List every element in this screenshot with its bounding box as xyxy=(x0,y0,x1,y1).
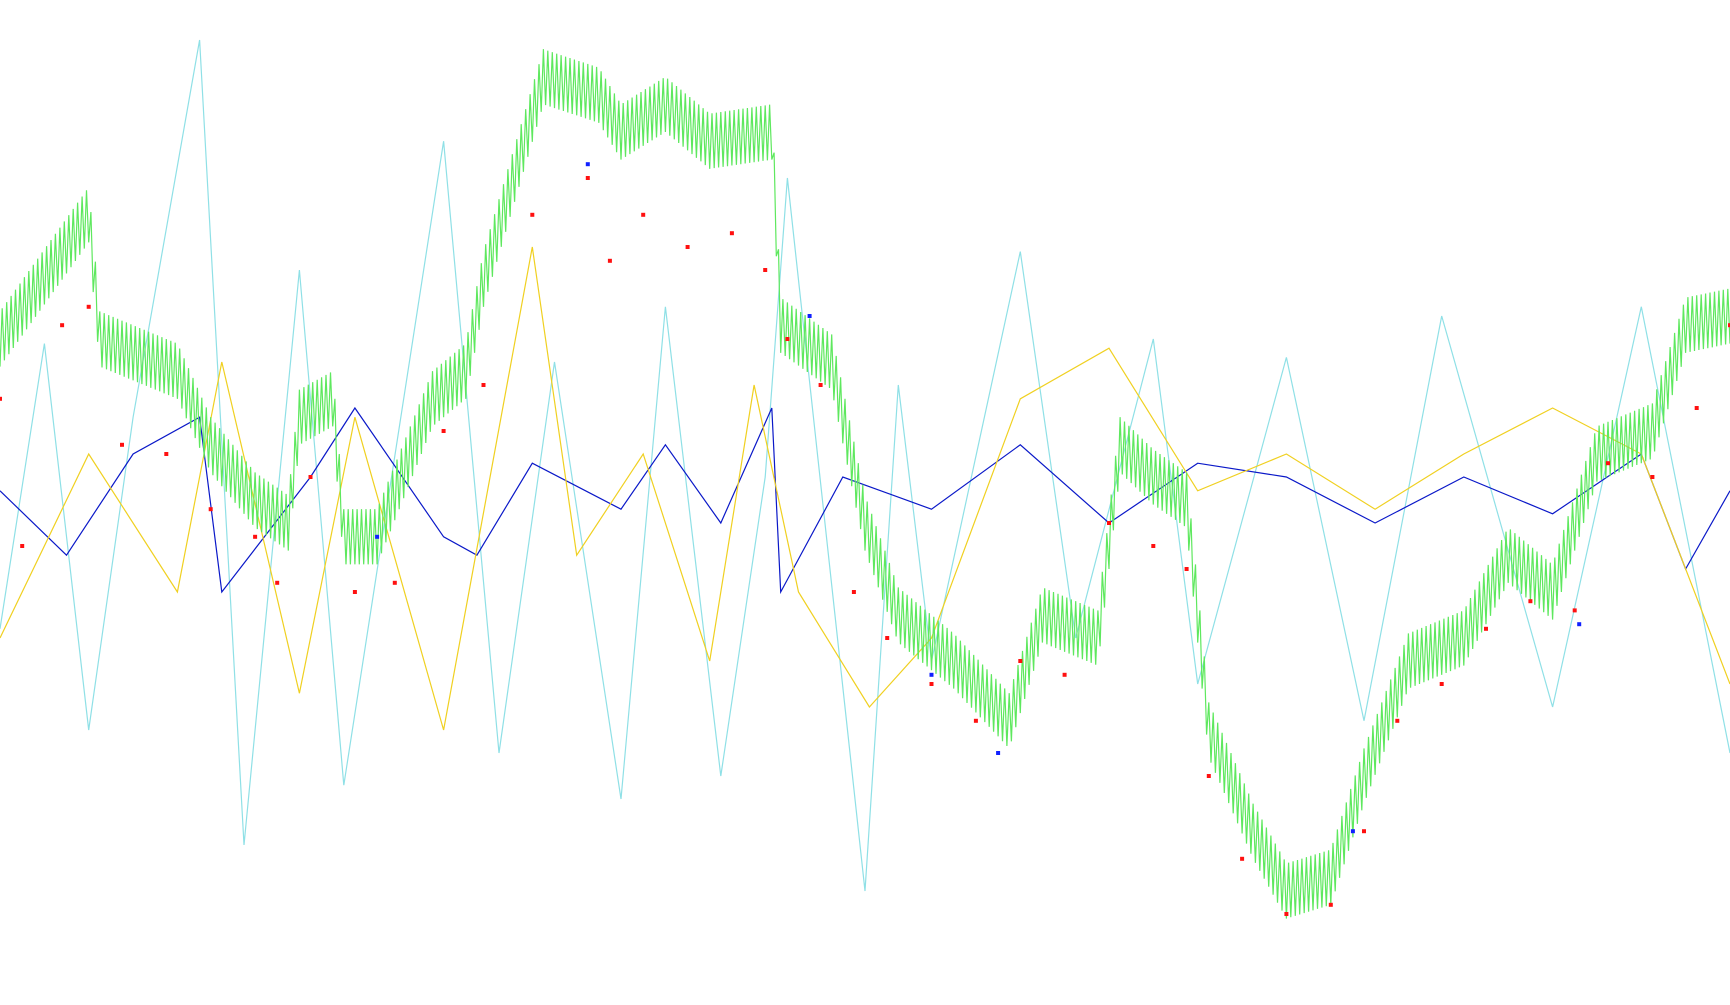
series-marker-4-15 xyxy=(585,176,590,180)
series-marker-4-14 xyxy=(530,212,535,217)
series-3 xyxy=(0,49,1730,919)
series-marker-4-37 xyxy=(1395,718,1400,723)
series-marker-4-21 xyxy=(785,337,790,341)
series-marker-4-10 xyxy=(352,590,357,594)
series-marker-4-4 xyxy=(120,442,124,447)
series-marker-4-41 xyxy=(1572,608,1577,613)
series-marker-4-42 xyxy=(1606,461,1610,466)
series-marker-4-29 xyxy=(1107,521,1111,525)
series-1 xyxy=(0,406,1730,595)
series-marker-4-16 xyxy=(607,258,612,263)
series-marker-4-24 xyxy=(885,636,890,640)
series-marker-4-23 xyxy=(851,590,856,594)
series-marker-4-34 xyxy=(1284,912,1289,916)
series-marker-4-13 xyxy=(481,383,486,387)
series-marker-4-43 xyxy=(1650,475,1655,479)
series-marker-4-36 xyxy=(1362,829,1366,834)
series-0 xyxy=(0,39,1730,892)
series-marker-5-1 xyxy=(585,162,590,167)
series-marker-4-3 xyxy=(86,304,91,309)
series-marker-4-19 xyxy=(729,231,734,236)
series-marker-4-18 xyxy=(685,245,690,249)
series-4 xyxy=(0,176,1730,916)
series-marker-4-9 xyxy=(308,475,313,479)
series-marker-4-6 xyxy=(208,507,213,512)
series-5 xyxy=(375,162,1582,834)
series-line-2 xyxy=(0,246,1730,731)
series-marker-5-6 xyxy=(1577,622,1582,627)
series-marker-4-12 xyxy=(441,429,446,433)
series-marker-5-0 xyxy=(375,534,380,539)
series-marker-4-8 xyxy=(275,580,280,585)
series-marker-4-26 xyxy=(973,718,978,723)
series-marker-5-5 xyxy=(1350,829,1355,834)
series-marker-4-39 xyxy=(1484,626,1488,631)
series-marker-4-33 xyxy=(1240,856,1245,861)
series-marker-5-3 xyxy=(929,672,934,677)
series-layer xyxy=(0,39,1730,919)
series-marker-4-38 xyxy=(1439,682,1444,686)
series-marker-4-44 xyxy=(1694,406,1699,410)
series-marker-4-28 xyxy=(1062,672,1067,677)
series-marker-4-25 xyxy=(929,682,934,686)
series-marker-4-31 xyxy=(1184,567,1189,571)
series-marker-4-11 xyxy=(392,580,397,585)
series-marker-4-27 xyxy=(1018,659,1023,663)
series-marker-4-20 xyxy=(763,268,768,272)
series-marker-4-45 xyxy=(1728,323,1730,328)
series-marker-4-35 xyxy=(1328,902,1333,907)
series-line-0 xyxy=(0,39,1730,892)
series-marker-4-5 xyxy=(164,452,169,456)
series-marker-5-4 xyxy=(996,751,1001,755)
series-marker-4-40 xyxy=(1528,599,1533,604)
series-2 xyxy=(0,246,1730,731)
series-marker-4-32 xyxy=(1206,774,1211,778)
series-marker-4-17 xyxy=(641,212,646,217)
series-marker-4-0 xyxy=(0,396,2,401)
series-band-3 xyxy=(0,49,1730,919)
series-marker-4-30 xyxy=(1151,544,1156,548)
series-line-1 xyxy=(0,406,1730,595)
series-marker-4-1 xyxy=(20,544,25,548)
series-marker-4-7 xyxy=(253,534,258,539)
series-marker-4-22 xyxy=(818,383,823,387)
series-marker-4-2 xyxy=(60,323,65,328)
series-marker-5-2 xyxy=(807,314,812,318)
